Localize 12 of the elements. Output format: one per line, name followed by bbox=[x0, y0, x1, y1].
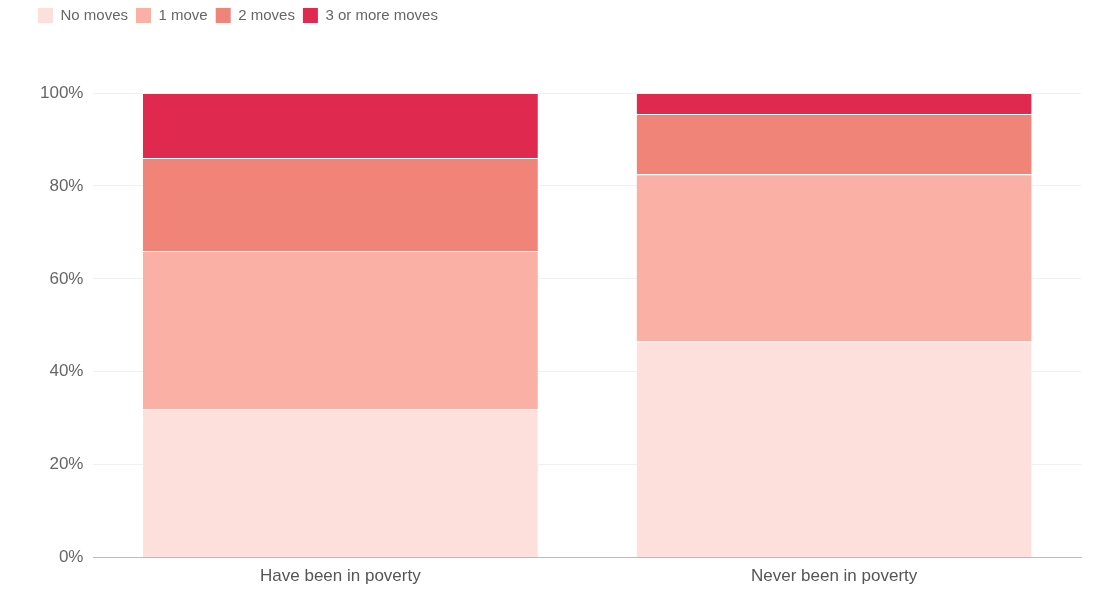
y-tick-label: 0% bbox=[58, 547, 84, 567]
legend-label: 2 moves bbox=[238, 5, 295, 23]
y-tick-label: 80% bbox=[49, 175, 84, 195]
y-tick-label: 20% bbox=[49, 454, 84, 474]
y-tick-label: 100% bbox=[40, 82, 84, 102]
legend-label: 1 move bbox=[158, 5, 208, 23]
legend-label: No moves bbox=[60, 5, 129, 23]
y-tick-label: 40% bbox=[49, 361, 84, 381]
y-tick-label: 60% bbox=[49, 268, 84, 288]
x-tick-label: Never been in poverty bbox=[750, 566, 918, 586]
x-tick-label: Have been in poverty bbox=[260, 566, 422, 586]
legend-label: 3 or more moves bbox=[325, 5, 438, 23]
